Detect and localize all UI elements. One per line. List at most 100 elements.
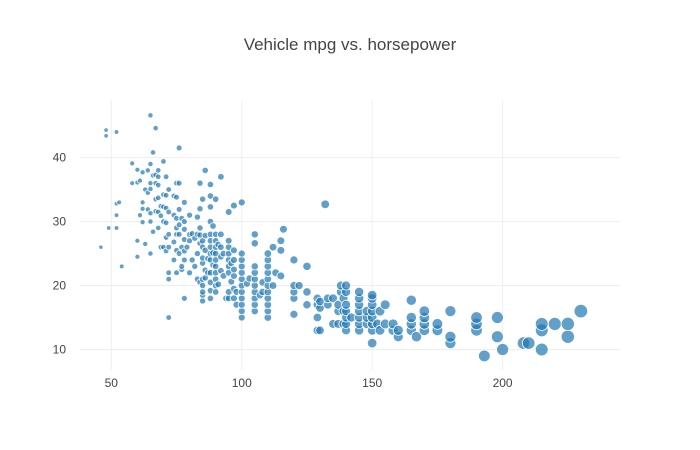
- data-point[interactable]: [106, 225, 112, 231]
- data-point[interactable]: [137, 212, 143, 219]
- data-point[interactable]: [149, 228, 157, 235]
- data-point[interactable]: [165, 186, 172, 193]
- data-point[interactable]: [366, 289, 378, 301]
- data-point[interactable]: [139, 219, 146, 226]
- data-point[interactable]: [230, 294, 238, 303]
- data-point[interactable]: [147, 210, 154, 217]
- data-point[interactable]: [405, 294, 417, 306]
- data-point[interactable]: [199, 288, 207, 296]
- data-point[interactable]: [175, 144, 183, 152]
- data-point[interactable]: [224, 236, 233, 245]
- data-point[interactable]: [206, 294, 215, 302]
- data-point[interactable]: [217, 230, 225, 239]
- data-point[interactable]: [173, 193, 180, 201]
- data-point[interactable]: [149, 149, 157, 156]
- data-point[interactable]: [410, 331, 423, 343]
- data-point[interactable]: [276, 246, 286, 255]
- data-point[interactable]: [180, 256, 188, 264]
- data-point[interactable]: [354, 286, 365, 298]
- data-point[interactable]: [206, 192, 215, 200]
- data-point[interactable]: [379, 299, 391, 311]
- data-point[interactable]: [560, 316, 575, 332]
- data-point[interactable]: [162, 192, 170, 199]
- data-point[interactable]: [134, 166, 141, 173]
- data-point[interactable]: [199, 195, 207, 203]
- data-point[interactable]: [175, 179, 183, 187]
- data-point[interactable]: [217, 173, 225, 181]
- data-point[interactable]: [209, 222, 217, 230]
- data-point[interactable]: [147, 112, 154, 119]
- data-point[interactable]: [147, 250, 154, 257]
- data-point[interactable]: [186, 269, 194, 277]
- data-point[interactable]: [289, 255, 299, 265]
- data-point[interactable]: [165, 208, 172, 216]
- data-point[interactable]: [165, 269, 172, 276]
- data-point[interactable]: [162, 219, 170, 227]
- data-point[interactable]: [175, 231, 183, 238]
- data-point[interactable]: [142, 240, 149, 247]
- data-point[interactable]: [188, 256, 196, 264]
- data-point[interactable]: [206, 180, 215, 189]
- data-point[interactable]: [165, 314, 172, 321]
- data-point[interactable]: [191, 262, 199, 270]
- data-point[interactable]: [103, 133, 109, 139]
- data-point[interactable]: [490, 330, 504, 344]
- data-point[interactable]: [560, 329, 575, 344]
- data-point[interactable]: [139, 169, 146, 176]
- data-point[interactable]: [217, 243, 225, 251]
- data-point[interactable]: [490, 311, 504, 324]
- data-point[interactable]: [155, 224, 162, 232]
- data-point[interactable]: [328, 293, 338, 304]
- data-point[interactable]: [113, 225, 120, 231]
- data-point[interactable]: [250, 262, 259, 271]
- data-point[interactable]: [129, 180, 136, 187]
- data-point[interactable]: [137, 177, 143, 184]
- data-point[interactable]: [155, 194, 162, 202]
- data-point[interactable]: [196, 179, 204, 187]
- data-point[interactable]: [98, 244, 104, 250]
- data-point[interactable]: [139, 205, 146, 212]
- data-point[interactable]: [315, 296, 325, 307]
- data-point[interactable]: [183, 243, 191, 251]
- data-point[interactable]: [103, 127, 109, 133]
- data-point[interactable]: [147, 218, 154, 225]
- data-point[interactable]: [180, 198, 188, 206]
- data-point[interactable]: [268, 242, 278, 252]
- data-point[interactable]: [147, 185, 154, 193]
- data-point[interactable]: [521, 336, 536, 350]
- data-point[interactable]: [162, 173, 170, 181]
- data-point[interactable]: [237, 198, 246, 207]
- data-point[interactable]: [165, 243, 172, 251]
- data-point[interactable]: [193, 250, 201, 258]
- data-point[interactable]: [134, 253, 141, 260]
- data-point[interactable]: [230, 246, 238, 255]
- data-point[interactable]: [230, 265, 238, 274]
- data-point[interactable]: [573, 303, 589, 319]
- data-point[interactable]: [147, 160, 154, 168]
- data-point[interactable]: [478, 349, 491, 363]
- data-point[interactable]: [263, 249, 273, 258]
- data-point[interactable]: [534, 317, 549, 331]
- data-point[interactable]: [237, 249, 246, 258]
- data-point[interactable]: [470, 311, 483, 324]
- data-point[interactable]: [157, 212, 165, 219]
- data-point[interactable]: [276, 271, 286, 281]
- data-point[interactable]: [170, 238, 178, 246]
- data-point[interactable]: [250, 230, 259, 239]
- data-point[interactable]: [165, 231, 172, 238]
- data-point[interactable]: [113, 129, 120, 135]
- data-point[interactable]: [180, 294, 188, 302]
- data-point[interactable]: [144, 167, 151, 174]
- data-point[interactable]: [315, 325, 325, 336]
- data-point[interactable]: [180, 218, 188, 225]
- data-point[interactable]: [230, 256, 238, 264]
- data-point[interactable]: [405, 311, 417, 324]
- data-point[interactable]: [196, 205, 204, 213]
- data-point[interactable]: [302, 261, 312, 271]
- data-point[interactable]: [302, 287, 312, 297]
- data-point[interactable]: [116, 199, 122, 206]
- data-point[interactable]: [139, 199, 146, 206]
- data-point[interactable]: [547, 316, 562, 331]
- data-point[interactable]: [496, 343, 510, 356]
- data-point[interactable]: [276, 236, 286, 246]
